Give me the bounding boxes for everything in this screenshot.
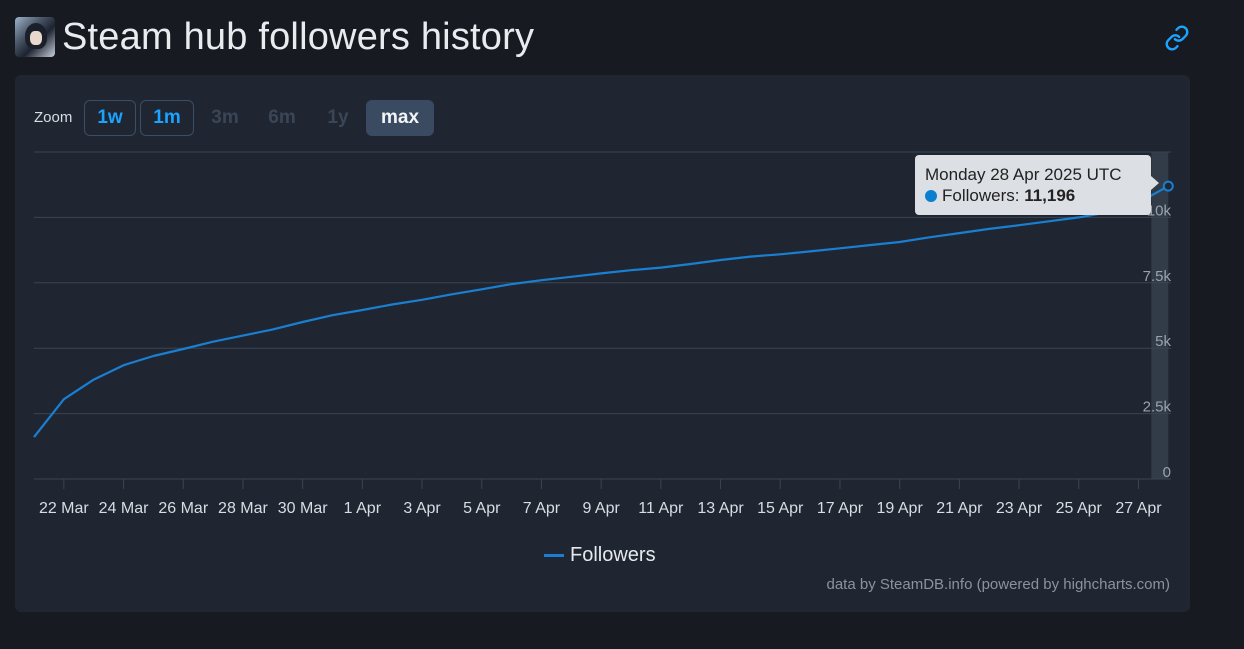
tooltip-series-row: Followers: 11,196: [925, 185, 1151, 206]
zoom-1m-button[interactable]: 1m: [140, 100, 194, 136]
tooltip-date: Monday 28 Apr 2025 UTC: [925, 165, 1122, 184]
x-tick-label: 23 Apr: [996, 500, 1043, 517]
x-tick-label: 24 Mar: [99, 500, 149, 517]
x-tick-label: 1 Apr: [344, 500, 382, 517]
zoom-max-button[interactable]: max: [366, 100, 434, 136]
page-title: Steam hub followers history: [62, 15, 535, 58]
series-dot-icon: [925, 190, 937, 202]
page-header: Steam hub followers history: [15, 14, 534, 60]
zoom-1y-button[interactable]: 1y: [327, 107, 349, 128]
x-tick-label: 25 Apr: [1056, 500, 1103, 517]
x-tick-label: 15 Apr: [757, 500, 804, 517]
x-tick-label: 13 Apr: [697, 500, 744, 517]
x-tick-label: 3 Apr: [403, 500, 441, 517]
x-tick-label: 27 Apr: [1115, 500, 1162, 517]
chart-tooltip: Monday 28 Apr 2025 UTC Followers: 11,196: [915, 155, 1151, 215]
zoom-3m-button[interactable]: 3m: [211, 107, 239, 128]
y-tick-label: 5k: [1155, 333, 1171, 350]
y-tick-label: 0: [1163, 464, 1171, 481]
tooltip-value: 11,196: [1024, 186, 1076, 205]
tooltip-arrow: [1151, 176, 1159, 190]
x-tick-label: 9 Apr: [582, 500, 620, 517]
x-tick-label: 19 Apr: [877, 500, 924, 517]
legend-swatch: [544, 554, 564, 557]
legend-label: Followers: [570, 544, 656, 566]
x-tick-label: 22 Mar: [39, 500, 89, 517]
chart-credits[interactable]: data by SteamDB.info (powered by highcha…: [826, 576, 1171, 593]
y-tick-label: 2.5k: [1143, 399, 1172, 416]
series-line-followers[interactable]: [33, 185, 1169, 438]
x-tick-label: 26 Mar: [158, 500, 208, 517]
x-tick-label: 7 Apr: [523, 500, 561, 517]
x-tick-label: 5 Apr: [463, 500, 501, 517]
hover-marker[interactable]: [1162, 180, 1174, 192]
zoom-6m-button[interactable]: 6m: [268, 107, 296, 128]
zoom-1w-button[interactable]: 1w: [84, 100, 136, 136]
link-icon[interactable]: [1164, 25, 1190, 51]
x-tick-label: 30 Mar: [278, 500, 328, 517]
legend-item-followers[interactable]: Followers: [544, 544, 656, 567]
hover-band: [1151, 152, 1169, 479]
zoom-label: Zoom: [34, 109, 73, 126]
y-tick-label: 7.5k: [1143, 268, 1172, 285]
x-tick-label: 17 Apr: [817, 500, 864, 517]
tooltip-series-label: Followers:: [942, 186, 1020, 205]
x-tick-label: 28 Mar: [218, 500, 268, 517]
x-tick-label: 11 Apr: [638, 500, 684, 517]
y-tick-label: 10k: [1147, 202, 1172, 219]
x-tick-label: 21 Apr: [936, 500, 983, 517]
game-icon: [15, 17, 55, 57]
